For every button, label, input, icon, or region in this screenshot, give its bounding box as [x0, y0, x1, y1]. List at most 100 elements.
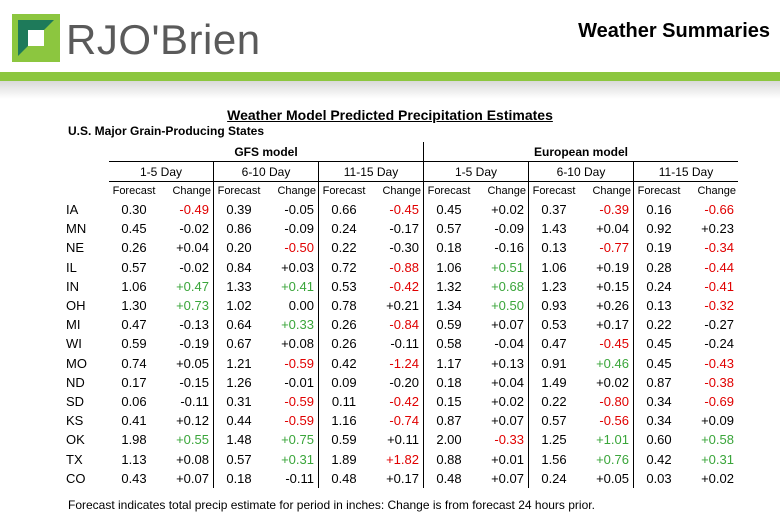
change-column-header: Change: [277, 185, 316, 197]
change-cell: +0.50: [491, 298, 524, 314]
forecast-cell: 0.28: [633, 257, 684, 277]
change-cell: 0.00: [288, 298, 314, 314]
gfs-model-header: GFS model: [109, 142, 424, 162]
change-cell: -0.20: [369, 372, 424, 392]
table-row: MN 0.45 -0.02 0.86 -0.09 0.24 -0.17 0.57 -0.09 1.…: [60, 219, 738, 239]
table-row: ND 0.17 -0.15 1.26 -0.01 0.09 -0.20 0.18 +0.04 1.…: [60, 372, 738, 392]
change-cell: +0.12: [176, 413, 209, 429]
change-cell: -0.59: [284, 413, 314, 429]
change-cell: -0.74: [369, 411, 424, 431]
forecast-cell: 0.59: [121, 336, 147, 352]
change-cell: -0.01: [284, 374, 314, 390]
euro-period-1-5: 1-5 Day: [423, 161, 529, 182]
forecast-cell: 0.20: [213, 238, 264, 258]
forecast-cell: 0.72: [318, 257, 369, 277]
change-cell: -0.02: [179, 221, 209, 237]
forecast-cell: 0.42: [633, 449, 684, 469]
forecast-cell: 0.57: [213, 449, 264, 469]
forecast-cell: 0.34: [633, 391, 684, 412]
change-cell: +0.31: [701, 451, 734, 467]
forecast-cell: 0.93: [528, 295, 579, 316]
change-cell: +0.26: [596, 298, 629, 314]
forecast-cell: 0.84: [213, 257, 264, 277]
change-cell: +0.75: [281, 432, 314, 448]
forecast-cell: 0.57: [528, 411, 579, 431]
precipitation-table: GFS model European model 1-5 Day 6-10 Da…: [60, 142, 738, 488]
gfs-period-6-10: 6-10 Day: [213, 161, 319, 182]
forecast-cell: 0.19: [633, 238, 684, 258]
forecast-cell: 0.16: [633, 200, 684, 220]
change-cell: +0.55: [176, 432, 209, 448]
change-cell: -0.80: [599, 393, 629, 409]
change-cell: +0.02: [491, 202, 524, 218]
forecast-cell: 0.58: [436, 336, 462, 352]
state-label: OH: [66, 298, 86, 314]
forecast-column-header: Forecast: [427, 185, 471, 197]
forecast-cell: 1.16: [318, 411, 369, 431]
forecast-cell: 0.13: [528, 238, 579, 258]
forecast-cell: 0.53: [528, 315, 579, 335]
forecast-cell: 0.92: [633, 219, 684, 239]
change-cell: -0.15: [179, 374, 209, 390]
euro-period-6-10: 6-10 Day: [528, 161, 634, 182]
forecast-cell: 0.03: [633, 468, 684, 488]
table-row: IN 1.06 +0.47 1.33 +0.41 0.53 -0.42 1.32 +0.68 1.…: [60, 276, 738, 296]
change-cell: +0.02: [596, 374, 629, 390]
forecast-cell: 1.49: [528, 372, 579, 392]
change-cell: +0.17: [596, 317, 629, 333]
table-row: MO 0.74 +0.05 1.21 -0.59 0.42 -1.24 1.17 +0.13 0.…: [60, 353, 738, 373]
forecast-cell: 1.34: [436, 298, 462, 314]
change-cell: -0.41: [704, 278, 734, 294]
forecast-cell: 0.91: [528, 353, 579, 373]
forecast-cell: 0.87: [436, 413, 462, 429]
forecast-column-header: Forecast: [633, 181, 684, 200]
forecast-cell: 1.43: [528, 219, 579, 239]
forecast-column-header: Forecast: [528, 181, 579, 200]
change-cell: +0.46: [596, 355, 629, 371]
table-row: NE 0.26 +0.04 0.20 -0.50 0.22 -0.30 0.18 -0.16 0.…: [60, 238, 738, 258]
forecast-column-header: Forecast: [318, 181, 369, 200]
change-cell: -0.34: [704, 240, 734, 256]
state-label: WI: [66, 336, 82, 352]
page-title: Weather Summaries: [578, 20, 770, 42]
change-cell: -0.11: [369, 334, 424, 354]
change-cell: +0.08: [281, 336, 314, 352]
change-cell: +0.19: [596, 259, 629, 275]
state-label: MI: [66, 317, 81, 333]
forecast-cell: 0.57: [436, 221, 462, 237]
change-cell: +0.01: [491, 451, 524, 467]
forecast-cell: 0.24: [528, 468, 579, 488]
change-cell: -0.42: [369, 391, 424, 412]
forecast-cell: 1.32: [436, 278, 462, 294]
change-cell: +0.11: [369, 430, 424, 450]
forecast-cell: 0.17: [121, 374, 147, 390]
change-cell: +0.15: [596, 278, 629, 294]
change-cell: -0.05: [284, 202, 314, 218]
forecast-cell: 0.18: [436, 240, 462, 256]
change-cell: +0.04: [596, 221, 629, 237]
table-row: WI 0.59 -0.19 0.67 +0.08 0.26 -0.11 0.58 -0.04 0.…: [60, 334, 738, 354]
table-row: CO 0.43 +0.07 0.18 -0.11 0.48 +0.17 0.48 +0.07 0.…: [60, 468, 738, 488]
change-cell: -0.42: [369, 276, 424, 296]
forecast-cell: 0.48: [318, 468, 369, 488]
state-label: IL: [66, 259, 77, 275]
table-row: SD 0.06 -0.11 0.31 -0.59 0.11 -0.42 0.15 +0.02 0.…: [60, 391, 738, 412]
forecast-cell: 0.34: [633, 411, 684, 431]
forecast-cell: 1.98: [121, 432, 147, 448]
change-cell: -0.13: [179, 317, 209, 333]
forecast-cell: 1.33: [213, 276, 264, 296]
change-cell: +0.23: [701, 221, 734, 237]
forecast-cell: 0.18: [436, 374, 462, 390]
change-column-header: Change: [369, 181, 424, 200]
change-cell: -0.45: [599, 336, 629, 352]
forecast-cell: 0.43: [121, 470, 147, 486]
forecast-cell: 0.60: [633, 430, 684, 450]
footnote: Forecast indicates total precip estimate…: [68, 498, 595, 512]
change-column-header: Change: [592, 185, 631, 197]
forecast-cell: 0.41: [121, 413, 147, 429]
forecast-cell: 1.06: [528, 257, 579, 277]
table-row: TX 1.13 +0.08 0.57 +0.31 1.89 +1.82 0.88 +0.01 1.…: [60, 449, 738, 469]
change-cell: -0.59: [284, 393, 314, 409]
forecast-cell: 0.26: [318, 334, 369, 354]
change-cell: +0.33: [281, 317, 314, 333]
